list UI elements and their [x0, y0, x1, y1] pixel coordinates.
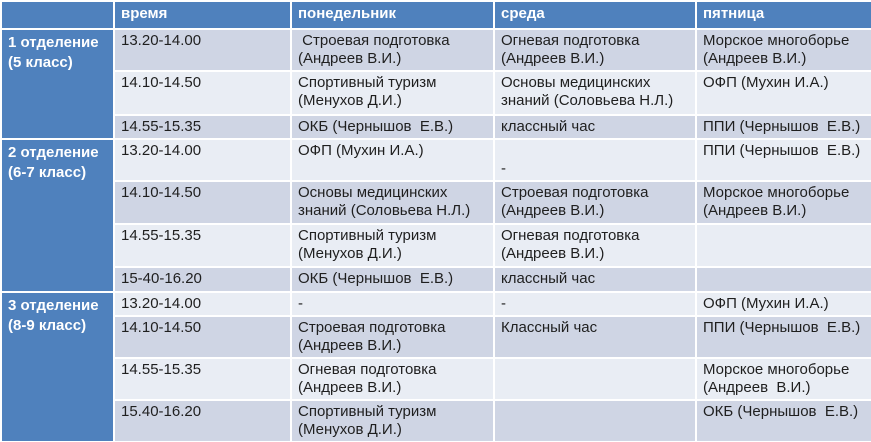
lesson-cell: - [493, 138, 697, 182]
lesson-cell: Основы медицинских знаний (Соловьева Н.Л… [290, 180, 495, 225]
lesson-cell [493, 399, 697, 442]
table-row: 2 отделение (6-7 класс) 13.20-14.00 ОФП (М… [0, 138, 871, 293]
header-row: время понедельник среда пятница [0, 0, 871, 30]
lesson-cell: Спортивный туризм (Менухов Д.И.) [290, 223, 495, 268]
lesson-cell: Морское многоборье (Андреев В.И.) [695, 357, 871, 401]
time-cell: 15.40-16.20 [113, 399, 292, 442]
lesson-cell: Классный час [493, 315, 697, 359]
table-row: 14.55-15.35 Спортивный туризм (Менухов Д.… [1, 223, 871, 268]
group-header-cell: 3 отделение (8-9 класс) [0, 291, 115, 442]
lesson-cell: Морское многоборье (Андреев В.И.) [695, 180, 871, 225]
schedule-body: 1 отделение (5 класс) 13.20-14.00 Строева… [0, 28, 871, 442]
header-corner-cell [0, 0, 115, 30]
lesson-cell: ППИ (Чернышов Е.В.) [695, 114, 871, 140]
lesson-cell: Строевая подготовка (Андреев В.И.) [290, 315, 495, 359]
time-cell: 14.10-14.50 [113, 180, 292, 225]
time-cell: 14.10-14.50 [113, 70, 292, 116]
time-cell: 13.20-14.00 [113, 291, 292, 317]
lesson-cell: ОКБ (Чернышов Е.В.) [290, 266, 495, 293]
schedule-header: время понедельник среда пятница [0, 0, 871, 30]
time-cell: 13.20-14.00 [113, 138, 292, 182]
lesson-cell [695, 223, 871, 268]
lesson-cell: Огневая подготовка (Андреев В.И.) [290, 357, 495, 401]
table-row: 3 отделение (8-9 класс) 13.20-14.00- - ОФП … [0, 291, 871, 442]
lesson-cell [695, 266, 871, 293]
lesson-cell: Строевая подготовка (Андреев В.И.) [290, 28, 495, 72]
time-cell: 13.20-14.00 [113, 28, 292, 72]
lesson-cell: ОФП (Мухин И.А.) [290, 138, 495, 182]
lesson-cell: ОФП (Мухин И.А.) [695, 291, 871, 317]
lesson-cell: Спортивный туризм (Менухов Д.И.) [290, 399, 495, 442]
lesson-cell: классный час [493, 114, 697, 140]
group-header-cell: 1 отделение (5 класс) [0, 28, 115, 140]
lesson-cell: ППИ (Чернышов Е.В.) [695, 315, 871, 359]
lesson-cell: ОФП (Мухин И.А.) [695, 70, 871, 116]
time-cell: 14.55-15.35 [113, 223, 292, 268]
time-cell: 14.55-15.35 [113, 357, 292, 401]
table-row: 15.40-16.20 Спортивный туризм (Менухов Д.… [1, 399, 871, 442]
lesson-cell [493, 357, 697, 401]
header-monday-cell: понедельник [290, 0, 495, 30]
table-row: 14.10-14.50 Спортивный туризм (Менухов Д.… [1, 70, 871, 116]
header-wednesday-cell: среда [493, 0, 697, 30]
lesson-cell: классный час [493, 266, 697, 293]
table-row: 1 отделение (5 класс) 13.20-14.00 Строева… [0, 28, 871, 140]
table-row: 14.55-15.35 Огневая подготовка (Андреев В… [1, 357, 871, 401]
lesson-cell: Основы медицинских знаний (Соловьева Н.Л… [493, 70, 697, 116]
header-friday-cell: пятница [695, 0, 871, 30]
table-row: 14.10-14.50 Основы медицинских знаний (Со… [1, 180, 871, 225]
header-time-cell: время [113, 0, 292, 30]
table-row: 14.10-14.50 Строевая подготовка (Андреев … [1, 315, 871, 359]
time-cell: 14.10-14.50 [113, 315, 292, 359]
lesson-cell: Морское многоборье (Андреев В.И.) [695, 28, 871, 72]
lesson-cell: Спортивный туризм (Менухов Д.И.) [290, 70, 495, 116]
lesson-cell: ОКБ (Чернышов Е.В.) [695, 399, 871, 442]
table-row: 15-40-16.20 ОКБ (Чернышов Е.В.) классный ч… [1, 266, 871, 293]
lesson-cell: - [290, 291, 495, 317]
lesson-cell: ОКБ (Чернышов Е.В.) [290, 114, 495, 140]
group-header-cell: 2 отделение (6-7 класс) [0, 138, 115, 293]
lesson-cell: ППИ (Чернышов Е.В.) [695, 138, 871, 182]
lesson-cell: Строевая подготовка (Андреев В.И.) [493, 180, 697, 225]
time-cell: 15-40-16.20 [113, 266, 292, 293]
time-cell: 14.55-15.35 [113, 114, 292, 140]
lesson-cell: Огневая подготовка (Андреев В.И.) [493, 28, 697, 72]
table-row: 14.55-15.35 ОКБ (Чернышов Е.В.) классный ч… [1, 114, 871, 140]
lesson-cell: - [493, 291, 697, 317]
lesson-cell: Огневая подготовка (Андреев В.И.) [493, 223, 697, 268]
